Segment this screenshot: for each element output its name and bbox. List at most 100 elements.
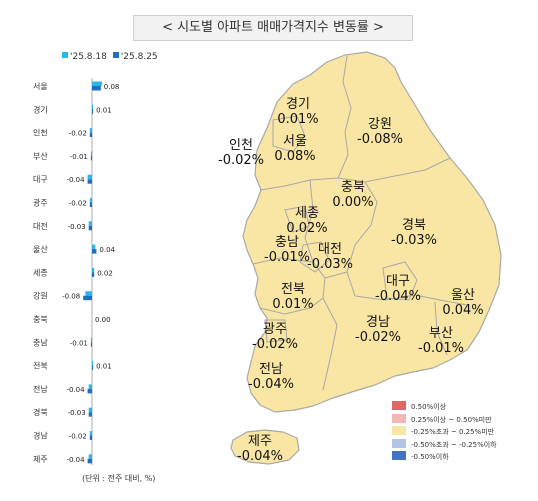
legend-swatch (112, 52, 119, 58)
region-value: -0.01% (264, 250, 310, 265)
data-label: -0.04 (66, 176, 85, 184)
bar (89, 202, 92, 207)
bar (90, 337, 92, 343)
map-legend-swatch (392, 401, 406, 410)
region-value: 0.04% (442, 303, 484, 318)
bar (92, 365, 94, 371)
jeju-shape (230, 429, 300, 465)
map-legend-item: 0.25%이상 ~ 0.50%미만 (392, 413, 497, 427)
bar (88, 412, 92, 417)
region-label: 전북 0.01% (272, 282, 313, 312)
region-value: -0.03% (391, 233, 437, 248)
data-label: 0.08 (104, 83, 120, 91)
region-value: 0.01% (277, 112, 319, 127)
border-gyeonggi-south (259, 177, 339, 191)
region-label: 충남 -0.01% (264, 235, 310, 265)
region-value: -0.04% (248, 377, 294, 392)
region-name: 인천 (229, 138, 253, 153)
bar (92, 81, 102, 86)
category-label: 경기 (33, 104, 48, 114)
category-label: 전남 (33, 384, 48, 394)
region-label: 대구 -0.04% (375, 274, 421, 304)
region-name: 충남 (275, 235, 299, 250)
region-name: 전남 (259, 362, 283, 377)
region-name: 경기 (286, 97, 310, 112)
legend-label: '25.8.25 (120, 52, 158, 62)
bar (85, 291, 92, 296)
bar (87, 179, 92, 184)
data-label: -0.03 (68, 223, 86, 231)
bar (88, 225, 92, 231)
bar (92, 104, 94, 110)
region-value: -0.03% (307, 257, 353, 272)
region-name: 울산 (451, 288, 475, 303)
region-value: -0.02% (252, 337, 298, 352)
category-label: 대전 (33, 221, 48, 231)
border-gyeonggi-gangwon (337, 55, 352, 179)
data-label: -0.03 (68, 409, 86, 417)
bar (90, 151, 92, 156)
region-label: 강원 -0.08% (357, 117, 403, 147)
map-legend-swatch (392, 426, 406, 435)
map-legend-label: 0.25%이상 ~ 0.50%미만 (411, 415, 492, 424)
category-label: 울산 (33, 244, 48, 254)
category-label: 전북 (33, 361, 48, 371)
region-name: 대전 (318, 242, 342, 257)
map-legend: 0.50%이상 0.25%이상 ~ 0.50%미만 -0.25%초과 ~ 0.25%… (392, 401, 497, 464)
region-label: 부산 -0.01% (418, 326, 464, 356)
bar (83, 295, 92, 301)
region-label: 전남 -0.04% (248, 362, 294, 392)
data-label: 0.01 (96, 106, 112, 114)
bar (87, 458, 92, 464)
region-name: 광주 (263, 322, 287, 337)
border-daegu (382, 261, 418, 301)
region-name: 대구 (386, 274, 410, 289)
region-name: 부산 (429, 326, 453, 341)
bar (87, 388, 92, 394)
legend-item: '25.8.18 (62, 52, 107, 62)
bar (92, 249, 97, 254)
bar (88, 221, 92, 226)
region-name: 서울 (283, 134, 307, 149)
bar (88, 384, 92, 389)
region-label: 세종 0.02% (286, 206, 327, 236)
category-label: 충남 (33, 338, 48, 347)
bar (89, 132, 92, 138)
region-value: -0.01% (418, 341, 464, 356)
category-label: 경북 (33, 407, 48, 417)
border-daejeon (299, 241, 330, 273)
region-value: 0.02% (286, 221, 328, 236)
korea-map: 경기 0.01% 강원 -0.08% 인천 -0.02% 서울 0.08% 충북 0.00% 세종 0… (205, 50, 538, 480)
bar (90, 155, 92, 161)
border-chungbuk-gyeongbuk (346, 181, 378, 297)
region-name: 전북 (281, 282, 305, 297)
border-sejong (284, 205, 310, 233)
data-label: -0.08 (62, 293, 80, 301)
bar (92, 109, 94, 114)
bar (89, 128, 92, 133)
region-name: 제주 (248, 434, 272, 449)
map-legend-swatch (392, 413, 406, 423)
bar (89, 431, 92, 436)
bar (92, 267, 95, 273)
data-label: -0.02 (69, 200, 87, 208)
region-label: 서울 0.08% (274, 134, 315, 164)
region-name: 경남 (366, 315, 390, 330)
region-label: 경북 -0.03% (391, 218, 437, 248)
legend-swatch (62, 52, 68, 58)
bar (87, 174, 92, 180)
border-seoul (272, 115, 306, 153)
data-label: -0.02 (69, 130, 87, 138)
map-legend-item: -0.25%초과 ~ 0.25%미만 (392, 426, 497, 439)
bar (88, 407, 92, 413)
bar (92, 244, 96, 250)
category-label: 충북 (33, 315, 48, 324)
category-label: 서울 (33, 82, 48, 91)
region-name: 경북 (402, 218, 426, 233)
region-value: -0.02% (218, 153, 264, 168)
region-label: 대전 -0.03% (307, 242, 353, 272)
region-value: -0.08% (357, 132, 403, 147)
data-label: -0.02 (69, 433, 87, 441)
map-legend-item: 0.50%이상 (392, 401, 497, 414)
region-value: -0.02% (355, 330, 401, 345)
